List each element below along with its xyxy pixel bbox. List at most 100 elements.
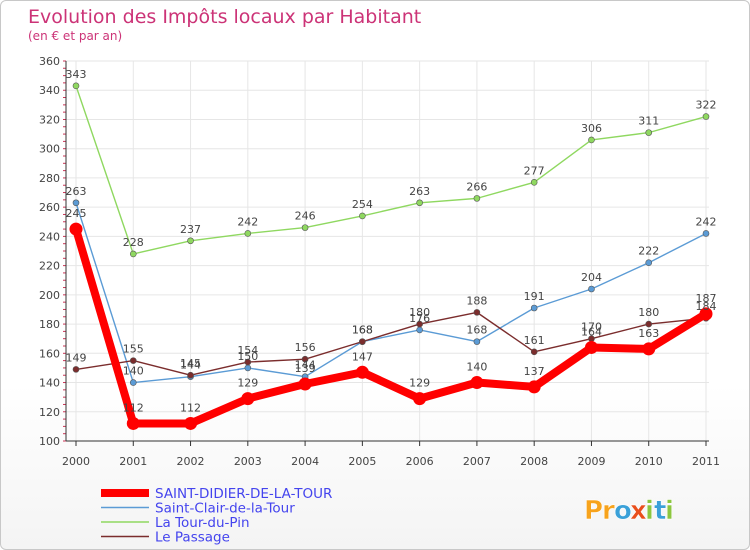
x-tick-label: 2008	[520, 455, 548, 468]
x-tick-label: 2010	[635, 455, 663, 468]
data-point	[416, 326, 423, 334]
logo-letter: i	[645, 496, 654, 526]
data-label: 242	[696, 215, 717, 228]
data-point	[359, 338, 366, 345]
series-group	[69, 82, 713, 430]
series-line-0	[72, 225, 710, 428]
x-tick-label: 2002	[177, 455, 205, 468]
y-tick-label: 340	[39, 84, 60, 97]
data-label: 112	[123, 401, 144, 414]
y-tick-label: 100	[39, 435, 60, 448]
data-point	[699, 307, 713, 321]
data-label: 237	[180, 223, 201, 236]
data-point	[359, 212, 366, 220]
data-label: 112	[180, 401, 201, 414]
data-point	[588, 285, 595, 293]
data-point	[244, 364, 252, 372]
data-label: 228	[123, 236, 144, 249]
logo-letter: i	[665, 496, 674, 526]
data-label: 164	[581, 325, 602, 338]
data-point	[473, 338, 481, 345]
data-label: 161	[524, 334, 545, 347]
data-label: 139	[295, 362, 316, 375]
data-point	[702, 230, 710, 237]
data-label: 168	[352, 324, 373, 337]
data-label: 150	[237, 350, 258, 363]
data-label: 156	[295, 341, 316, 354]
data-point	[301, 224, 309, 231]
data-point	[473, 309, 481, 316]
data-point	[588, 136, 595, 144]
data-point	[301, 355, 309, 363]
series-line-2	[75, 85, 707, 255]
data-point	[645, 129, 653, 136]
data-label: 277	[524, 164, 545, 177]
data-labels: 263 140 144 150 144 168 176 168 191 204 222 242 343 2…	[66, 68, 717, 415]
data-label: 246	[295, 210, 316, 223]
y-tick-label: 160	[39, 347, 60, 360]
data-point	[72, 82, 80, 90]
data-label: 204	[581, 271, 602, 284]
y-tick-label: 300	[39, 143, 60, 156]
data-label: 129	[409, 377, 430, 390]
data-label: 180	[638, 306, 659, 319]
data-point	[527, 380, 541, 394]
data-point	[129, 250, 137, 258]
y-tick-label: 240	[39, 230, 60, 243]
data-label: 149	[66, 351, 87, 364]
data-point	[416, 320, 423, 328]
data-point	[298, 377, 312, 391]
data-label: 140	[466, 361, 487, 374]
x-tick-label: 2004	[291, 455, 319, 468]
data-label: 140	[123, 365, 144, 378]
data-label: 187	[696, 292, 717, 305]
data-point	[187, 237, 194, 245]
data-point	[416, 199, 423, 207]
data-label: 145	[180, 357, 201, 370]
y-tick-label: 360	[39, 55, 60, 68]
data-label: 263	[66, 185, 87, 198]
data-label: 170	[581, 321, 602, 334]
data-point	[69, 222, 83, 236]
data-point	[244, 230, 252, 237]
data-label: 222	[638, 245, 659, 258]
data-label: 155	[123, 343, 144, 356]
x-tick-label: 2001	[119, 455, 147, 468]
data-label: 184	[696, 300, 717, 313]
data-point	[470, 376, 484, 390]
logo-letter: o	[614, 496, 632, 526]
x-tick-label: 2011	[692, 455, 720, 468]
data-label: 322	[696, 99, 717, 112]
x-tick-label: 2006	[406, 455, 434, 468]
data-label: 176	[409, 312, 430, 325]
data-label: 180	[409, 306, 430, 319]
data-point	[530, 348, 538, 356]
logo-letter: r	[602, 496, 615, 526]
grid	[66, 60, 709, 442]
y-tick-label: 260	[39, 201, 60, 214]
y-tick-label: 200	[39, 289, 60, 302]
data-label: 154	[237, 344, 258, 357]
data-label: 144	[180, 359, 201, 372]
data-point	[530, 304, 538, 312]
y-tick-label: 280	[39, 172, 60, 185]
data-point	[413, 392, 427, 406]
series-line-1	[75, 202, 707, 384]
data-point	[642, 342, 656, 356]
x-tick-label: 2000	[62, 455, 90, 468]
data-point	[187, 371, 194, 379]
axes: 100 120 140 160 180 200 220 240 260 280 300 320 340 3…	[39, 55, 720, 468]
data-point	[129, 357, 137, 364]
data-point	[129, 379, 137, 386]
legend-label-2: La Tour-du-Pin	[155, 515, 250, 531]
chart-subtitle: (en € et par an)	[28, 29, 122, 43]
y-tick-label: 320	[39, 113, 60, 126]
logo-letter: t	[654, 496, 666, 526]
y-tick-label: 180	[39, 318, 60, 331]
chart-title: Evolution des Impôts locaux par Habitant	[28, 6, 421, 28]
data-point	[244, 358, 252, 366]
legend: SAINT-DIDIER-DE-LA-TOURSaint-Clair-de-la…	[101, 486, 332, 546]
x-tick-label: 2007	[463, 455, 491, 468]
